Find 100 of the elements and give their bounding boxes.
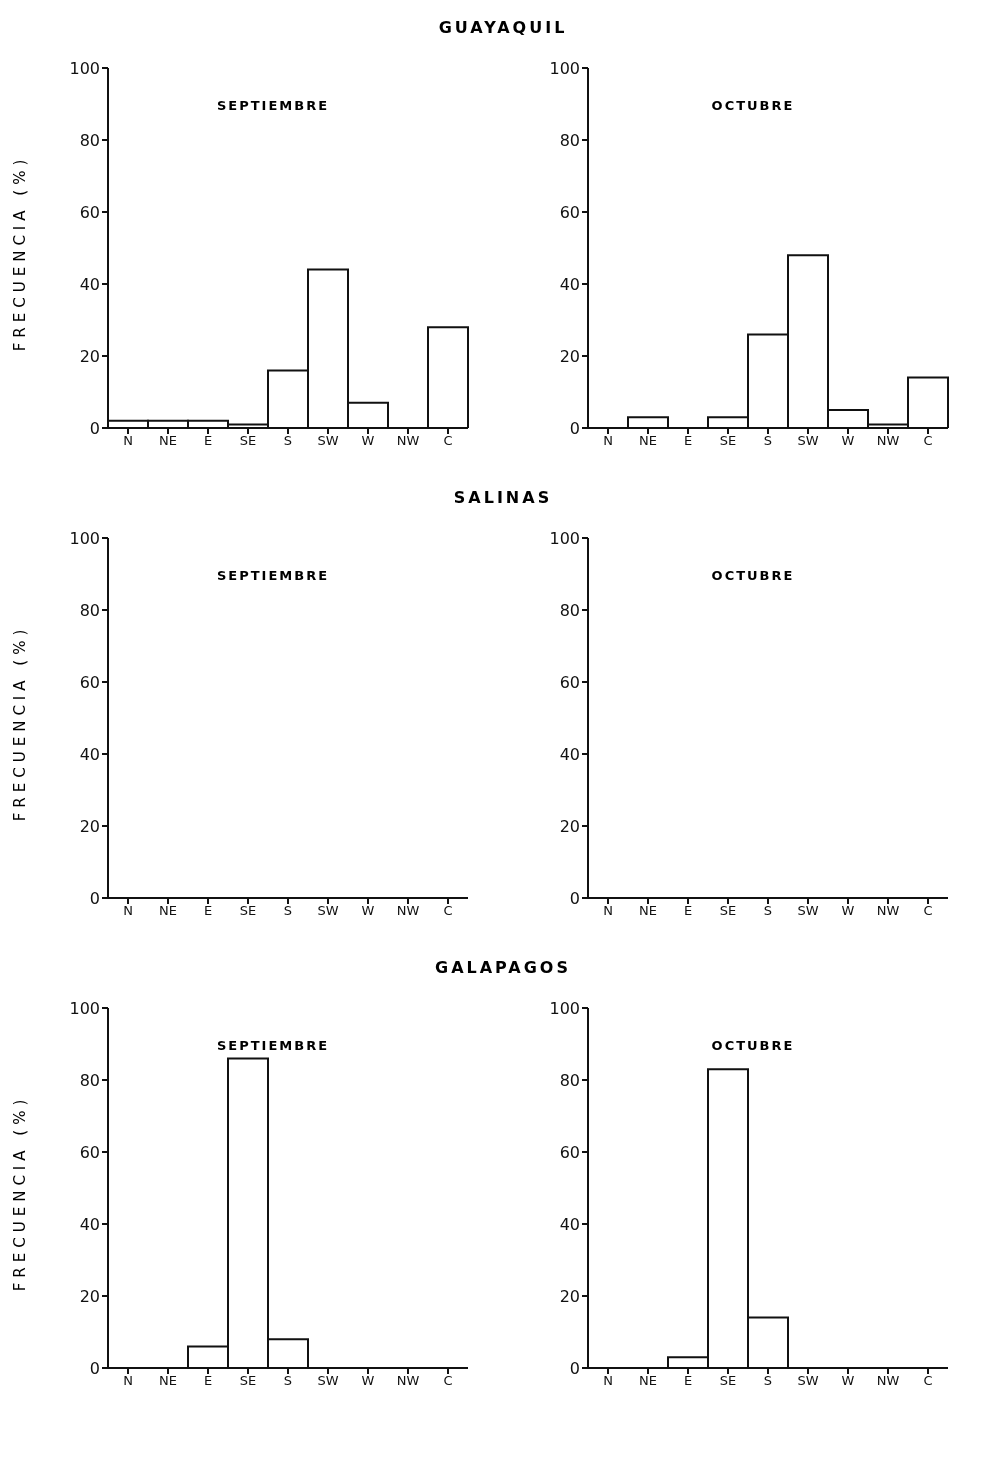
x-tick-label: SW — [317, 1373, 339, 1389]
x-tick-label: SE — [239, 433, 257, 449]
x-tick-label: S — [763, 433, 773, 449]
y-tick-label: 100 — [549, 528, 580, 548]
y-tick-label: 20 — [559, 346, 580, 366]
y-tick-label: 60 — [559, 672, 580, 692]
x-tick-label: W — [361, 433, 375, 449]
x-tick-label: NW — [396, 903, 420, 919]
y-tick-label: 40 — [559, 274, 580, 294]
y-tick-label: 80 — [559, 130, 580, 150]
x-tick-label: E — [203, 1373, 213, 1389]
x-tick-label: C — [443, 1373, 453, 1389]
y-tick-label: 40 — [79, 1214, 100, 1234]
x-tick-label: N — [123, 903, 133, 919]
x-tick-label: NE — [639, 1373, 657, 1389]
x-tick-label: NW — [876, 433, 900, 449]
text: SEPTIEMBRE — [215, 568, 331, 583]
x-tick-label: SE — [719, 1373, 737, 1389]
x-tick-label: W — [841, 1373, 855, 1389]
y-axis-title: FRECUENCIA (%) — [11, 154, 29, 352]
y-tick-label: 60 — [559, 1142, 580, 1162]
y-tick-label: 20 — [79, 346, 100, 366]
x-tick-label: C — [443, 433, 453, 449]
x-tick-label: S — [763, 1373, 773, 1389]
x-tick-label: W — [361, 903, 375, 919]
x-tick-label: SW — [317, 903, 339, 919]
x-tick-label: N — [603, 903, 613, 919]
x-tick-label: N — [603, 433, 613, 449]
x-tick-label: E — [683, 903, 693, 919]
y-tick-label: 0 — [89, 418, 100, 438]
x-tick-label: N — [123, 1373, 133, 1389]
x-tick-label: NE — [639, 903, 657, 919]
y-tick-label: 0 — [569, 1358, 580, 1378]
text: GUAYAQUIL — [437, 18, 569, 37]
x-tick-label: NE — [159, 1373, 177, 1389]
x-tick-label: SE — [719, 433, 737, 449]
x-tick-label: SW — [797, 903, 819, 919]
y-tick-label: 20 — [559, 1286, 580, 1306]
y-tick-label: 100 — [69, 58, 100, 78]
x-tick-label: N — [603, 1373, 613, 1389]
x-tick-label: NW — [876, 903, 900, 919]
x-tick-label: C — [923, 433, 933, 449]
x-tick-label: SW — [317, 433, 339, 449]
y-tick-label: 100 — [549, 58, 580, 78]
text: SALINAS — [452, 488, 554, 507]
y-tick-label: 80 — [559, 1070, 580, 1090]
x-tick-label: NE — [159, 433, 177, 449]
y-tick-label: 60 — [79, 202, 100, 222]
text: OCTUBRE — [710, 1038, 796, 1053]
y-tick-label: 80 — [79, 130, 100, 150]
x-tick-label: C — [923, 1373, 933, 1389]
x-tick-label: E — [683, 1373, 693, 1389]
text: OCTUBRE — [710, 98, 796, 113]
x-tick-label: NW — [396, 1373, 420, 1389]
x-tick-label: S — [283, 433, 293, 449]
x-tick-label: NE — [639, 433, 657, 449]
x-tick-label: NE — [159, 903, 177, 919]
x-tick-label: S — [763, 903, 773, 919]
x-tick-label: SE — [719, 903, 737, 919]
x-tick-label: SE — [239, 1373, 257, 1389]
y-tick-label: 40 — [79, 744, 100, 764]
y-tick-label: 80 — [79, 600, 100, 620]
x-tick-label: NW — [876, 1373, 900, 1389]
text: GALAPAGOS — [434, 958, 572, 977]
x-tick-label: N — [123, 433, 133, 449]
y-tick-label: 20 — [559, 816, 580, 836]
y-tick-label: 0 — [89, 1358, 100, 1378]
x-tick-label: E — [203, 903, 213, 919]
y-axis-title: FRECUENCIA (%) — [11, 1094, 29, 1292]
x-tick-label: S — [283, 1373, 293, 1389]
x-tick-label: E — [203, 433, 213, 449]
y-tick-label: 100 — [69, 528, 100, 548]
x-tick-label: SW — [797, 1373, 819, 1389]
y-tick-label: 0 — [569, 888, 580, 908]
y-tick-label: 40 — [559, 1214, 580, 1234]
y-tick-label: 0 — [569, 418, 580, 438]
x-tick-label: S — [283, 903, 293, 919]
x-tick-label: SW — [797, 433, 819, 449]
x-tick-label: C — [923, 903, 933, 919]
y-tick-label: 20 — [79, 1286, 100, 1306]
y-tick-label: 40 — [559, 744, 580, 764]
y-tick-label: 80 — [79, 1070, 100, 1090]
y-axis-title: FRECUENCIA (%) — [11, 624, 29, 822]
x-tick-label: W — [841, 903, 855, 919]
y-tick-label: 80 — [559, 600, 580, 620]
x-tick-label: NW — [396, 433, 420, 449]
x-tick-label: C — [443, 903, 453, 919]
y-tick-label: 40 — [79, 274, 100, 294]
text: OCTUBRE — [710, 568, 796, 583]
y-tick-label: 100 — [69, 998, 100, 1018]
text: SEPTIEMBRE — [215, 1038, 331, 1053]
y-tick-label: 20 — [79, 816, 100, 836]
y-tick-label: 100 — [549, 998, 580, 1018]
y-tick-label: 0 — [89, 888, 100, 908]
text: SEPTIEMBRE — [215, 98, 331, 113]
x-tick-label: E — [683, 433, 693, 449]
y-tick-label: 60 — [79, 1142, 100, 1162]
x-tick-label: W — [841, 433, 855, 449]
y-tick-label: 60 — [559, 202, 580, 222]
y-tick-label: 60 — [79, 672, 100, 692]
